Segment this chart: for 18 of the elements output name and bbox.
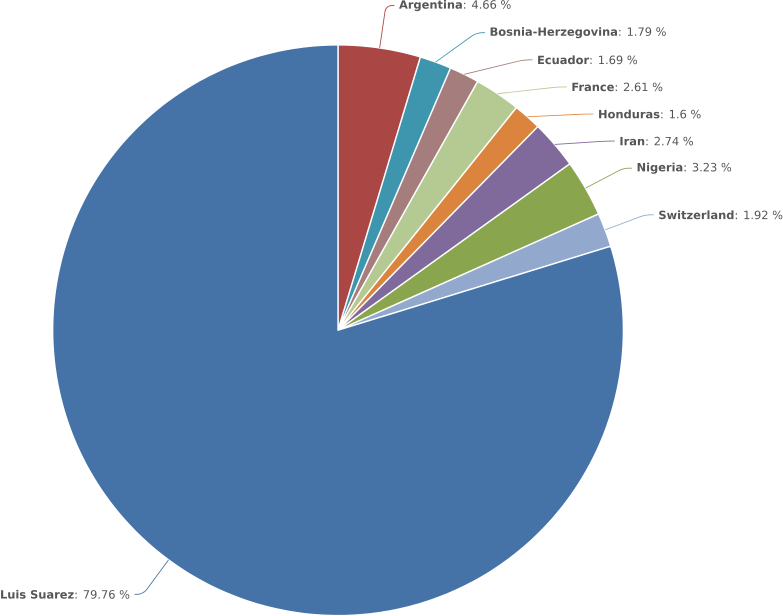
data-label: : 3.23 % — [684, 162, 732, 172]
slice-label: Honduras — [599, 109, 660, 118]
slice-label: Iran — [620, 136, 644, 146]
slice-label: Bosnia-Herzegovina — [490, 26, 618, 38]
slice-label: Switzerland — [659, 210, 734, 220]
data-label: : 1.92 % — [736, 210, 782, 220]
data-label: : 79.76 % — [76, 590, 130, 599]
data-label: : 1.79 % — [619, 27, 666, 36]
slice-label: Nigeria — [638, 162, 682, 174]
slice-label: Argentina — [399, 0, 462, 11]
data-label: : 2.74 % — [646, 136, 693, 146]
slice-label: Ecuador — [538, 55, 590, 64]
slice-label: Luis Suarez — [1, 590, 74, 599]
data-label: : 2.61 % — [616, 82, 662, 92]
data-label: : 1.6 % — [661, 110, 701, 118]
data-label: : 4.66 % — [464, 0, 511, 9]
slice-label: France — [572, 82, 614, 92]
data-label: : 1.69 % — [590, 55, 638, 64]
